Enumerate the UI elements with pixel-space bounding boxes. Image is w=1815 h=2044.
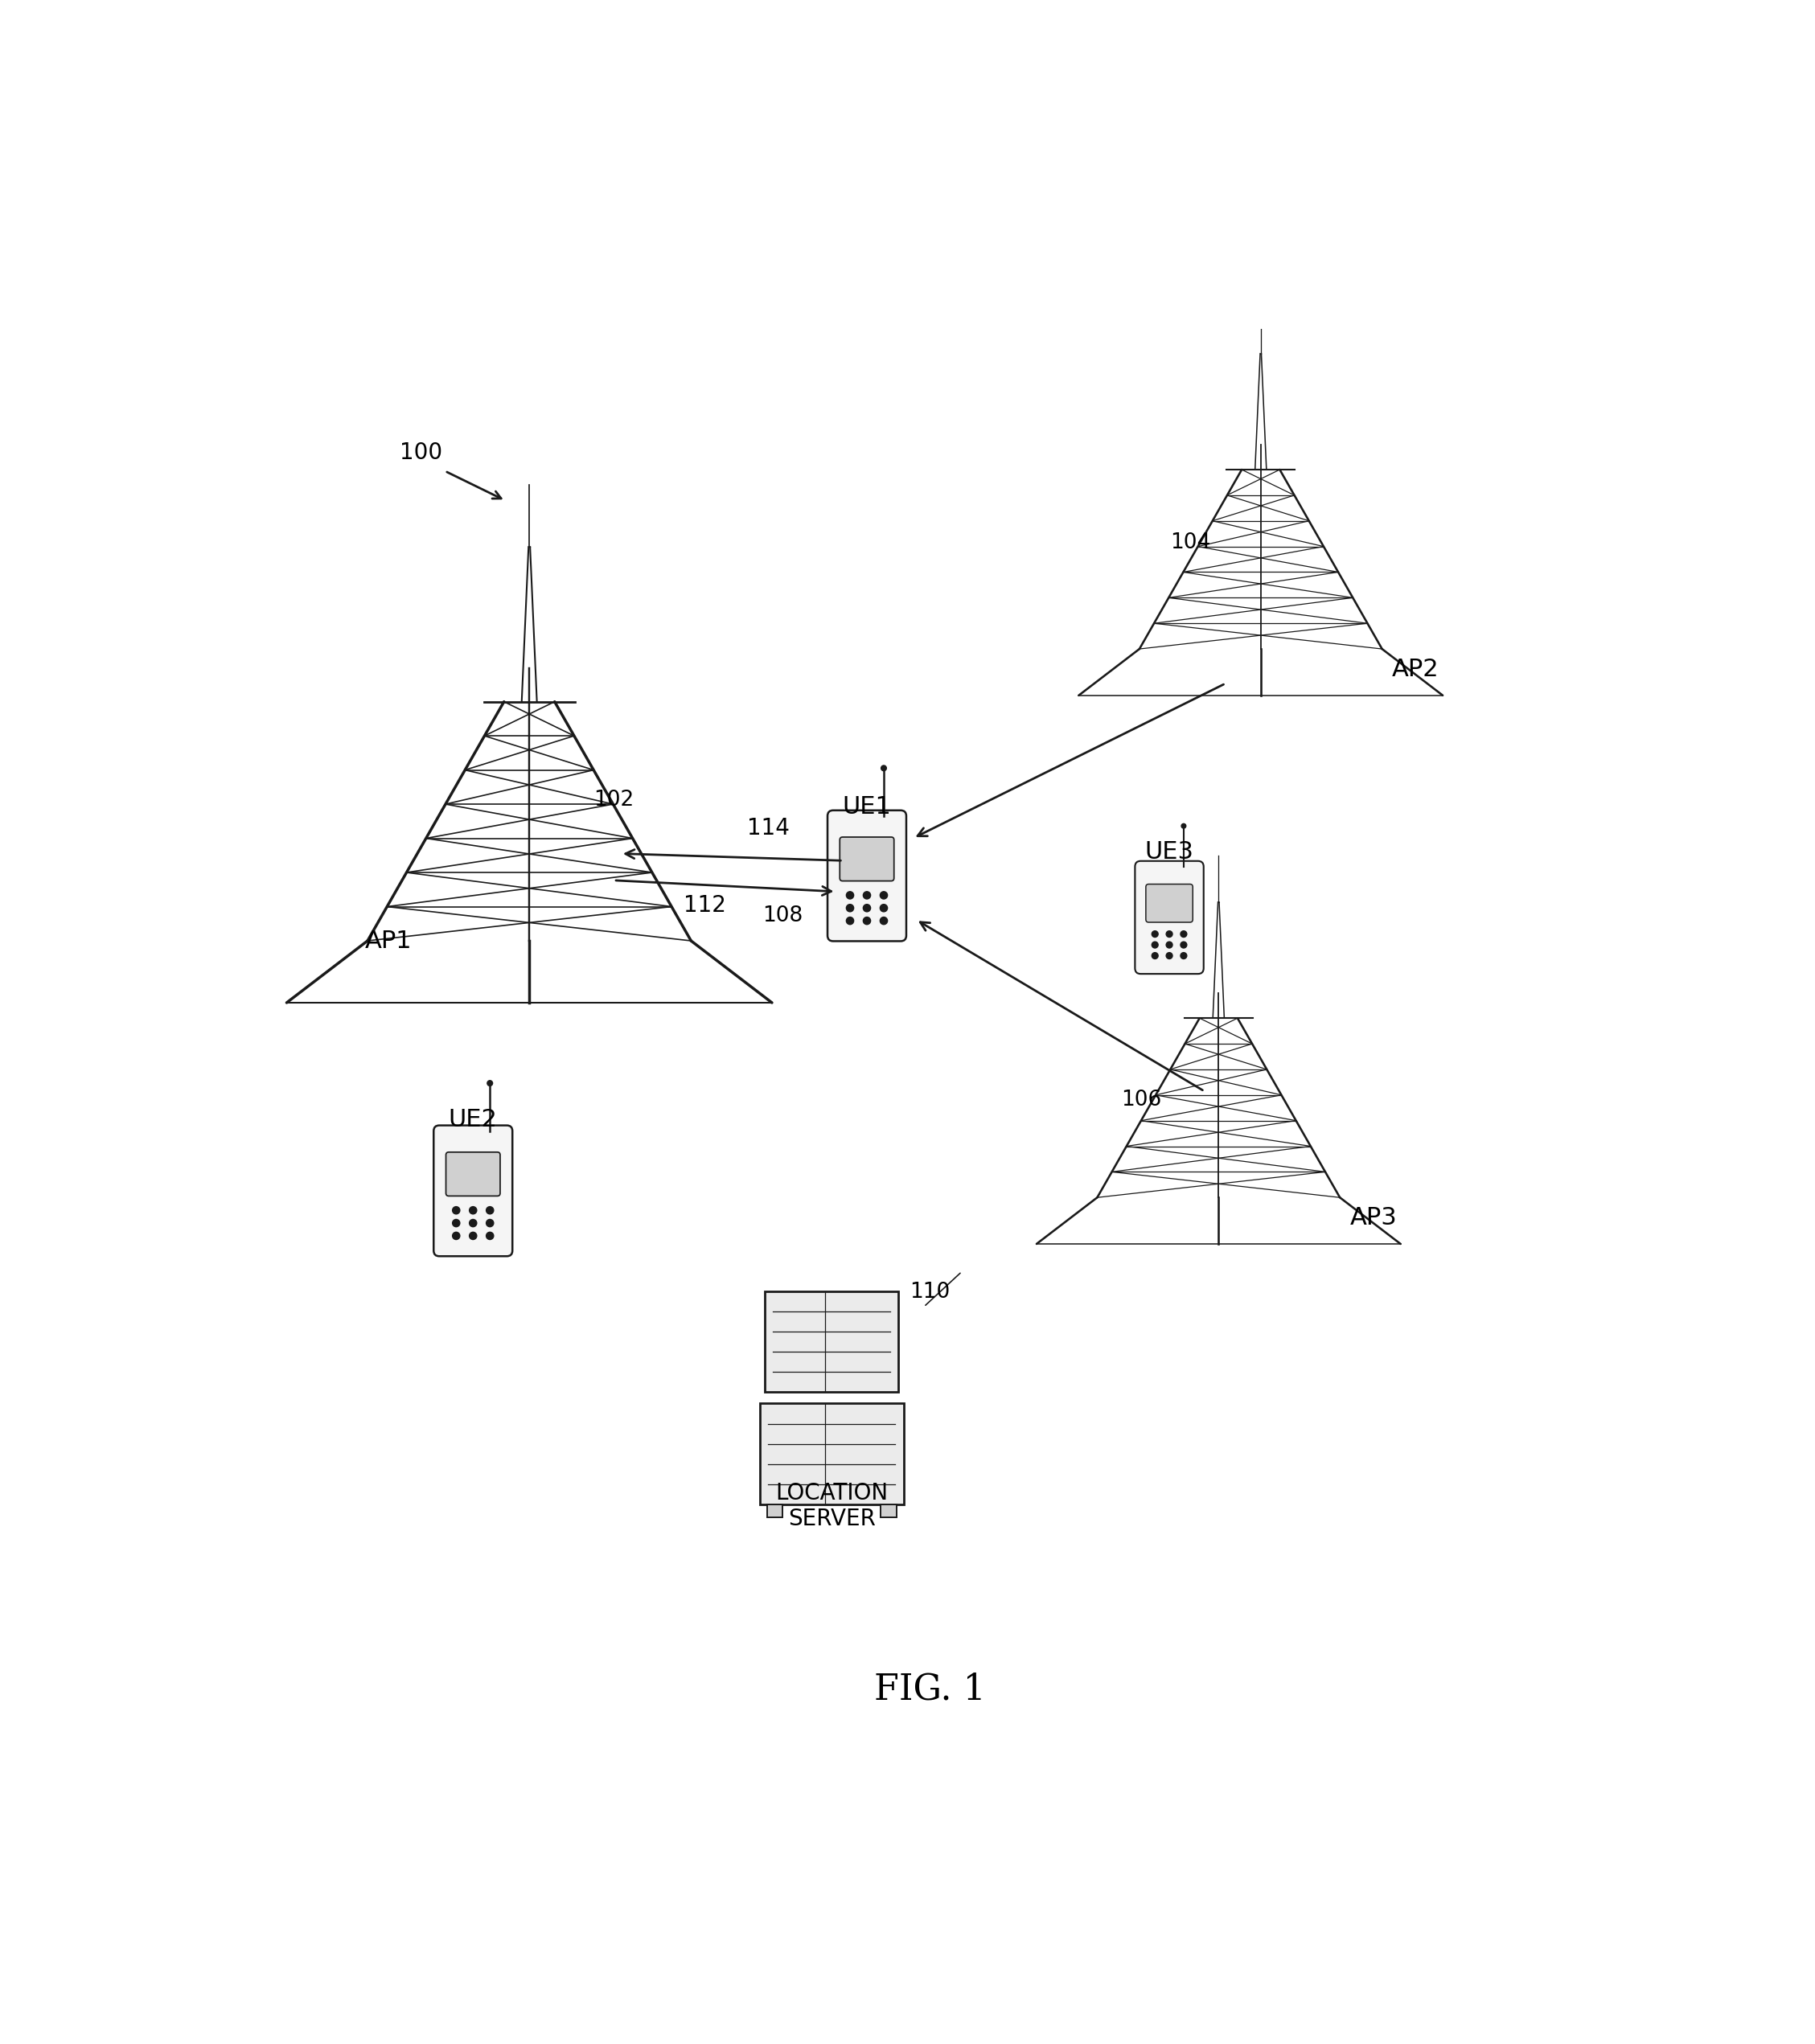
Circle shape — [864, 918, 871, 924]
Bar — [764, 1292, 898, 1392]
Circle shape — [1180, 953, 1187, 959]
Circle shape — [486, 1206, 494, 1214]
Circle shape — [880, 918, 888, 924]
Circle shape — [880, 903, 888, 912]
Circle shape — [1182, 824, 1185, 828]
Text: UE3: UE3 — [1145, 840, 1194, 865]
Circle shape — [846, 903, 853, 912]
Text: 114: 114 — [748, 818, 790, 840]
Circle shape — [1167, 930, 1172, 938]
Circle shape — [846, 891, 853, 899]
Text: 102: 102 — [594, 789, 633, 811]
Text: 106: 106 — [1122, 1089, 1162, 1110]
Circle shape — [452, 1233, 459, 1239]
Circle shape — [486, 1081, 492, 1085]
Text: UE2: UE2 — [448, 1108, 497, 1130]
Text: AP2: AP2 — [1392, 658, 1439, 681]
Circle shape — [1153, 930, 1158, 938]
Bar — [759, 1404, 904, 1504]
FancyBboxPatch shape — [828, 809, 906, 940]
Circle shape — [864, 903, 871, 912]
Text: 108: 108 — [762, 905, 802, 926]
Circle shape — [846, 918, 853, 924]
Circle shape — [1180, 930, 1187, 938]
Circle shape — [452, 1220, 459, 1226]
FancyBboxPatch shape — [1134, 861, 1203, 973]
Circle shape — [470, 1220, 477, 1226]
Text: LOCATION
SERVER: LOCATION SERVER — [775, 1482, 888, 1531]
Text: UE1: UE1 — [842, 795, 891, 820]
Bar — [766, 1504, 782, 1517]
Circle shape — [1167, 942, 1172, 948]
FancyBboxPatch shape — [1145, 885, 1192, 922]
FancyBboxPatch shape — [840, 838, 895, 881]
Circle shape — [864, 891, 871, 899]
FancyBboxPatch shape — [434, 1126, 512, 1257]
Text: AP1: AP1 — [365, 930, 412, 953]
Circle shape — [470, 1206, 477, 1214]
Circle shape — [486, 1233, 494, 1239]
Circle shape — [470, 1233, 477, 1239]
Text: FIG. 1: FIG. 1 — [875, 1672, 986, 1707]
Circle shape — [1153, 942, 1158, 948]
Text: AP3: AP3 — [1350, 1206, 1398, 1230]
Text: 104: 104 — [1171, 531, 1211, 554]
Circle shape — [1153, 953, 1158, 959]
Circle shape — [452, 1206, 459, 1214]
Bar — [880, 1504, 897, 1517]
FancyBboxPatch shape — [446, 1153, 501, 1196]
Circle shape — [880, 891, 888, 899]
Circle shape — [486, 1220, 494, 1226]
Text: 100: 100 — [399, 442, 443, 464]
Circle shape — [880, 764, 886, 771]
Circle shape — [1180, 942, 1187, 948]
Circle shape — [1167, 953, 1172, 959]
Text: 112: 112 — [684, 895, 726, 918]
Text: 110: 110 — [909, 1282, 951, 1302]
